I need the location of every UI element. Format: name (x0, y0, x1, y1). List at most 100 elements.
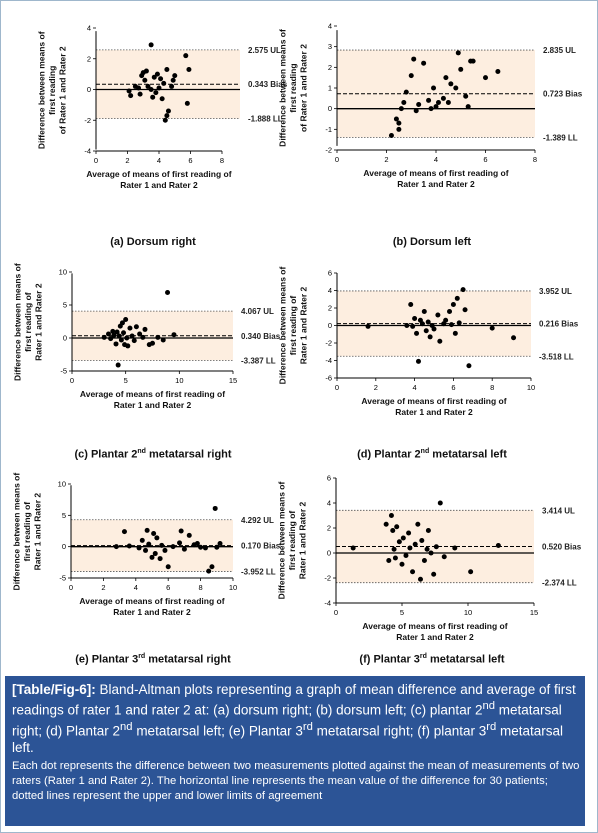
bias-label: 0.520 Bias (542, 543, 582, 552)
y-tick-label: 2 (328, 63, 332, 72)
upper-limit-label: 3.952 UL (539, 287, 572, 296)
data-point (202, 545, 208, 551)
data-point (465, 104, 471, 110)
x-tick-label: 8 (220, 156, 224, 165)
y-tick-label: 3 (328, 42, 332, 51)
data-point (437, 500, 443, 506)
data-point (413, 108, 419, 114)
x-tick-label: 0 (334, 608, 338, 617)
data-point (428, 106, 434, 112)
data-point (206, 568, 212, 574)
data-point (435, 99, 441, 105)
data-point (139, 537, 145, 543)
upper-limit-label: 3.414 UL (542, 506, 575, 515)
bias-label: 0.216 Bias (539, 320, 579, 329)
data-point (435, 312, 441, 318)
data-point (388, 513, 394, 518)
data-point (125, 343, 131, 349)
x-axis-label: Average of means of first reading of (86, 169, 231, 179)
x-tick-label: 2 (374, 383, 378, 392)
data-point (416, 102, 422, 108)
lower-limit-label: -3.952 LL (241, 567, 276, 576)
data-point (455, 50, 461, 56)
y-axis-label-line: Difference between means of (278, 29, 288, 147)
caption-title-part: metatarsal right; (f) plantar 3 (312, 723, 487, 738)
data-point (396, 126, 402, 132)
data-point (425, 319, 431, 325)
y-tick-label: 6 (327, 474, 331, 483)
data-point (127, 325, 133, 331)
data-point (118, 337, 124, 343)
lower-limit-label: -3.518 LL (539, 352, 574, 361)
upper-limit-label: 4.067 UL (241, 307, 274, 316)
data-point (108, 336, 114, 342)
data-point (110, 328, 116, 334)
data-point (447, 309, 453, 314)
x-tick-label: 2 (384, 155, 388, 164)
data-point (119, 320, 125, 326)
caption-note: Each dot represents the difference betwe… (12, 760, 580, 802)
data-point (151, 531, 157, 537)
data-point (383, 521, 389, 527)
data-point (164, 113, 170, 119)
lower-limit-label: -3.387 LL (241, 356, 276, 365)
data-point (140, 334, 146, 340)
panel-caption: (c) Plantar 2nd metatarsal right (74, 448, 232, 461)
x-tick-label: 15 (229, 376, 237, 385)
x-tick-label: 0 (335, 383, 339, 392)
upper-limit-label: 2.575 UL (248, 46, 281, 55)
data-point (391, 546, 397, 552)
data-point (165, 564, 171, 570)
data-point (157, 556, 163, 562)
data-point (172, 73, 178, 79)
data-point (162, 117, 168, 123)
x-tick-label: 4 (157, 156, 161, 165)
data-point (433, 544, 439, 550)
x-tick-label: 10 (229, 583, 237, 592)
data-point (398, 106, 404, 112)
panel-caption: (f) Plantar 3rd metatarsal left (359, 653, 505, 666)
y-tick-label: -5 (60, 367, 67, 376)
y-tick-label: 2 (328, 304, 332, 313)
data-point (164, 67, 170, 73)
x-tick-label: 2 (101, 583, 105, 592)
data-point (171, 332, 177, 338)
data-point (148, 42, 154, 48)
data-point (443, 317, 449, 323)
data-point (468, 569, 474, 575)
bias-label: 0.723 Bias (543, 90, 583, 99)
data-point (159, 542, 165, 548)
y-axis-label: Difference between means of first reading… (12, 473, 43, 591)
data-point (137, 331, 143, 337)
plot-svg: -4 -2 0 2 4 0 2 4 6 8 2.575 UL 0.343 Bias -1.888 LL A… (37, 24, 288, 191)
y-tick-label: 0 (328, 104, 332, 113)
y-tick-label: -4 (324, 599, 331, 608)
data-point (428, 550, 434, 556)
bias-label: 0.170 Bias (241, 542, 281, 551)
y-axis-label: Difference between means of first reading… (37, 31, 68, 149)
upper-limit-label: 2.835 UL (543, 46, 576, 55)
y-tick-label: 1 (328, 84, 332, 93)
x-tick-label: 5 (400, 608, 404, 617)
caption-title-part: metatarsal left; (e) Plantar 3 (132, 723, 303, 738)
data-point (111, 332, 117, 338)
data-point (511, 335, 517, 341)
y-tick-label: 0 (87, 85, 91, 94)
data-point (149, 554, 155, 560)
x-tick-label: 2 (125, 156, 129, 165)
data-point (466, 363, 472, 369)
x-tick-label: 8 (199, 583, 203, 592)
data-point (423, 328, 429, 334)
panel-caption: (e) Plantar 3rd metatarsal right (75, 653, 231, 666)
data-point (212, 505, 218, 511)
data-point (495, 543, 501, 548)
x-axis-label: Rater 1 and Rater 2 (114, 400, 192, 410)
caption-title-part: metatarsal right; (d) Plantar 2 (12, 702, 562, 739)
x-axis-label: Average of means of first reading of (361, 396, 506, 406)
data-point (431, 326, 437, 332)
data-point (445, 99, 451, 105)
y-axis-label-line: Rater 1 and Rater 2 (298, 501, 308, 579)
data-point (162, 547, 168, 553)
data-point (393, 116, 399, 122)
data-point (399, 561, 405, 567)
